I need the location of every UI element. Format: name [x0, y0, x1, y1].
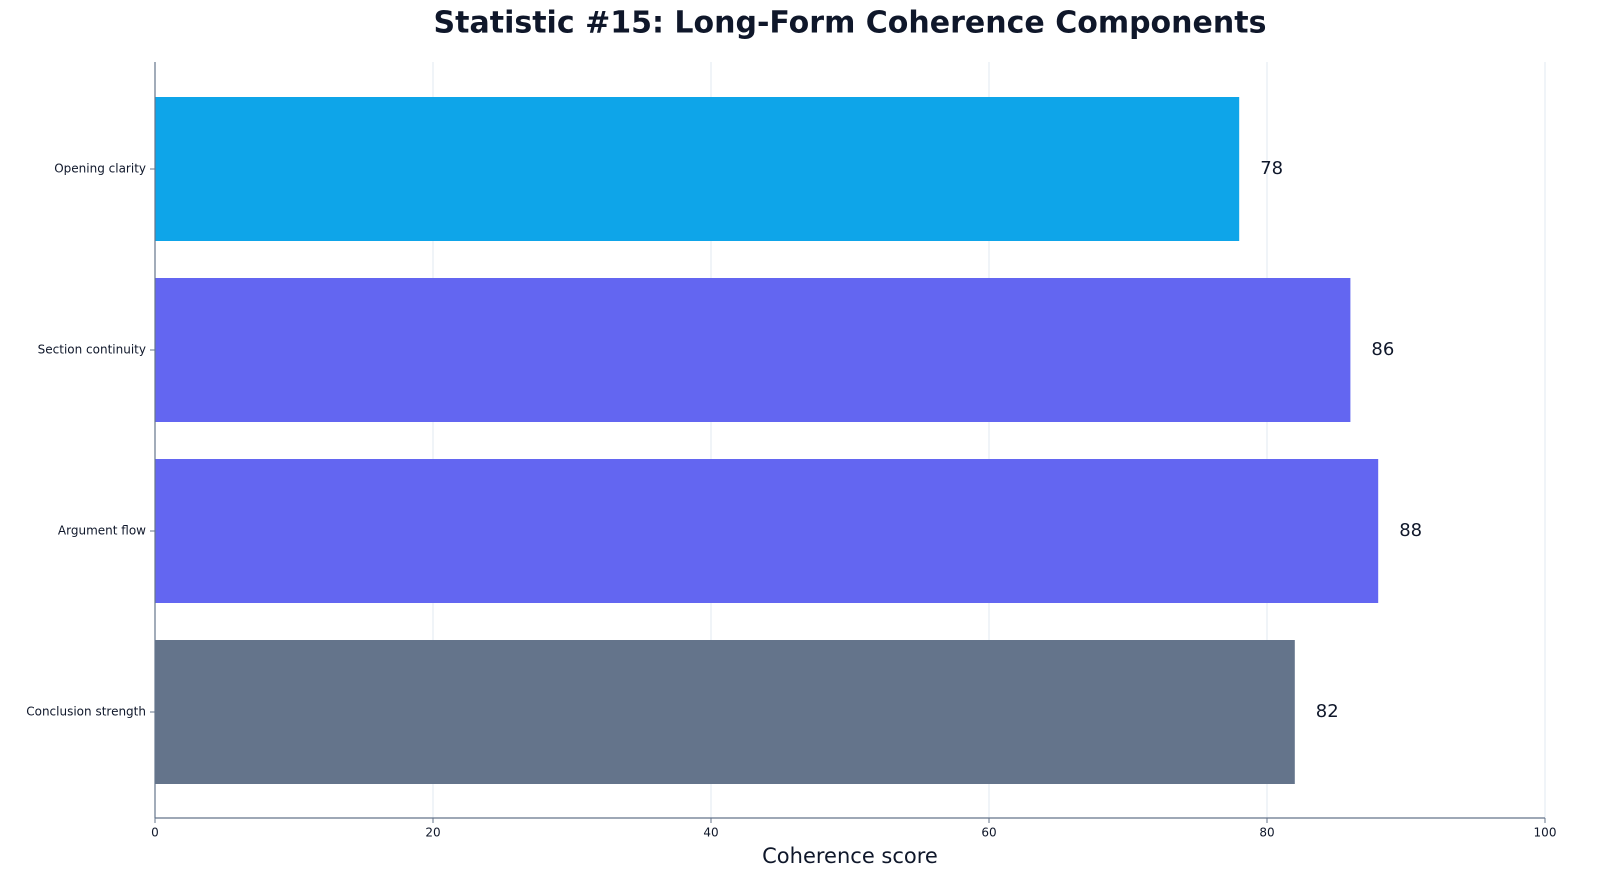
y-tick-label: Opening clarity [54, 162, 146, 176]
x-tick-label: 0 [151, 826, 159, 840]
x-axis-label: Coherence score [762, 844, 938, 868]
value-label: 88 [1399, 520, 1422, 541]
chart-title: Statistic #15: Long-Form Coherence Compo… [434, 6, 1267, 41]
x-tick-label: 60 [981, 826, 996, 840]
x-tick-label: 20 [425, 826, 440, 840]
y-tick-label: Argument flow [58, 524, 146, 538]
x-tick-label: 80 [1259, 826, 1274, 840]
x-tick-label: 40 [703, 826, 718, 840]
bar [155, 459, 1379, 603]
y-tick-label: Section continuity [38, 343, 146, 357]
x-tick-label: 100 [1534, 826, 1557, 840]
value-label: 78 [1260, 158, 1283, 179]
bar [155, 278, 1351, 422]
y-tick-label: Conclusion strength [26, 705, 146, 719]
bar [155, 97, 1240, 241]
bar [155, 640, 1295, 784]
value-label: 82 [1316, 701, 1339, 722]
value-label: 86 [1371, 339, 1394, 360]
